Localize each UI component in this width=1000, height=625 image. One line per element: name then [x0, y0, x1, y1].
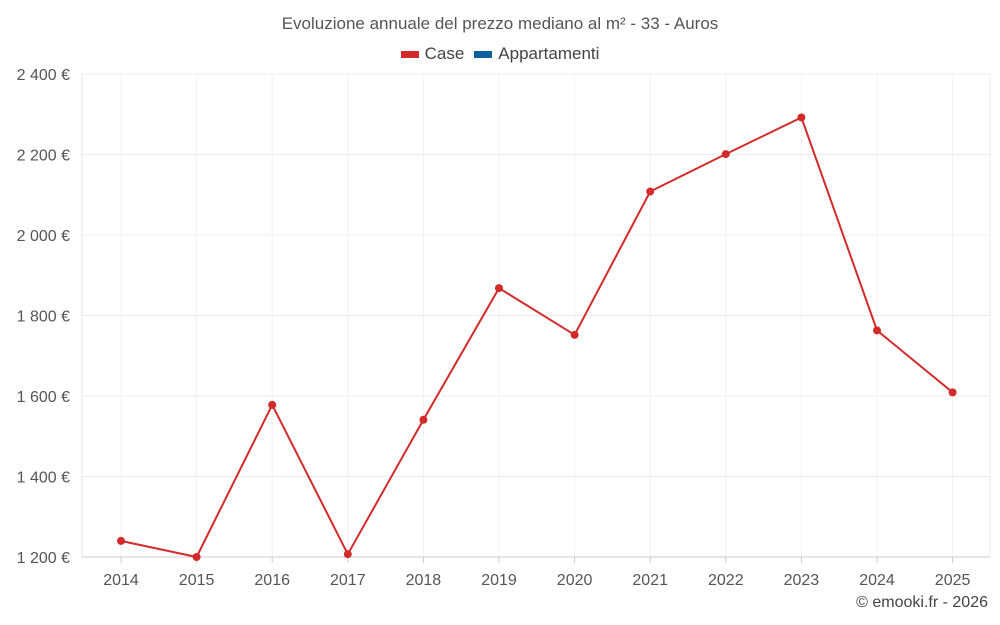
- y-tick-label: 1 400 €: [17, 470, 70, 487]
- legend-label-case: Case: [424, 44, 465, 63]
- y-tick-label: 2 000 €: [17, 228, 70, 245]
- y-tick-label: 1 800 €: [17, 309, 70, 326]
- data-point[interactable]: [948, 388, 957, 397]
- data-point[interactable]: [797, 113, 806, 122]
- data-point[interactable]: [570, 330, 579, 339]
- x-axis: 2014 2015 2016 2017 2018 2019 2020 2021 2022 2023…: [82, 556, 990, 589]
- data-point[interactable]: [192, 553, 201, 561]
- legend-item-case[interactable]: Case: [400, 44, 465, 64]
- legend: Case Appartamenti: [0, 44, 1000, 64]
- data-point[interactable]: [646, 187, 655, 196]
- x-tick-label: 2018: [406, 572, 442, 589]
- x-tick-label: 2020: [557, 572, 593, 589]
- data-point[interactable]: [343, 550, 352, 559]
- x-tick-label: 2019: [481, 572, 517, 589]
- data-point[interactable]: [873, 326, 881, 335]
- data-point[interactable]: [268, 400, 277, 409]
- x-tick-label: 2024: [859, 572, 895, 589]
- chart-title: Evoluzione annuale del prezzo mediano al…: [281, 14, 719, 33]
- x-tick-label: 2025: [935, 572, 971, 589]
- legend-item-appartamenti[interactable]: Appartamenti: [474, 44, 599, 64]
- x-tick-label: 2016: [254, 572, 290, 589]
- x-tick-label: 2021: [632, 572, 668, 589]
- legend-swatch-appartamenti: [474, 50, 493, 58]
- x-tick-label: 2022: [708, 572, 744, 589]
- y-axis: 1 200 € 1 400 € 1 600 € 1 800 € 2 000 € 2 200…: [17, 67, 70, 567]
- y-tick-label: 1 200 €: [17, 550, 70, 567]
- data-point[interactable]: [419, 415, 428, 424]
- credit-text: © emooki.fr - 2026: [856, 594, 988, 611]
- data-point[interactable]: [721, 150, 730, 159]
- x-tick-label: 2014: [103, 572, 139, 589]
- legend-label-appartamenti: Appartamenti: [498, 44, 600, 63]
- y-tick-label: 2 400 €: [17, 67, 70, 84]
- series-line-case: [120, 116, 954, 558]
- legend-swatch-case: [400, 50, 419, 58]
- data-point[interactable]: [495, 284, 503, 293]
- data-point[interactable]: [117, 536, 125, 545]
- y-tick-label: 1 600 €: [17, 389, 70, 406]
- grid: [81, 73, 991, 558]
- series-layer: [117, 113, 957, 561]
- y-tick-label: 2 200 €: [17, 148, 70, 165]
- x-tick-label: 2015: [179, 572, 215, 589]
- x-tick-label: 2023: [784, 572, 820, 589]
- x-tick-label: 2017: [330, 572, 366, 589]
